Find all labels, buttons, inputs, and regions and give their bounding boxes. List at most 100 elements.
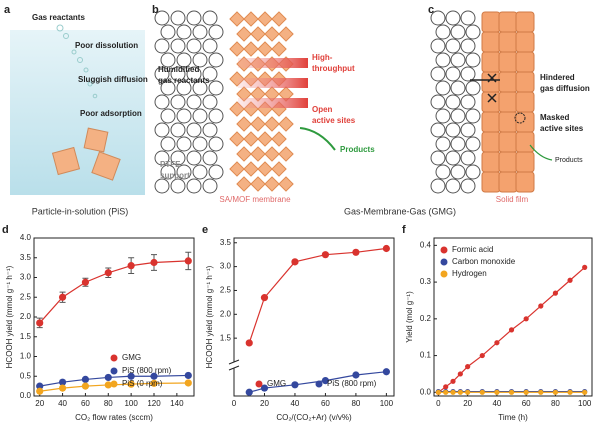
fiber — [160, 108, 176, 124]
axis-break — [230, 362, 238, 368]
mof-crystal — [271, 41, 287, 57]
y-axis-label: Yield (mol g⁻¹) — [405, 291, 414, 343]
marker — [36, 387, 44, 395]
marker — [523, 389, 529, 395]
mof-crystal — [264, 26, 280, 42]
annotation: Solid film — [496, 195, 529, 204]
film-crystal — [481, 131, 501, 153]
fiber — [154, 10, 170, 26]
fiber — [186, 66, 202, 82]
fiber — [435, 164, 451, 180]
blocked-arrow — [470, 73, 500, 103]
fiber — [170, 122, 186, 138]
series-line — [248, 247, 387, 344]
film-crystal — [515, 131, 535, 153]
marker — [494, 389, 500, 395]
fiber — [186, 38, 202, 54]
marker — [127, 262, 135, 270]
marker — [582, 389, 588, 395]
x-tick-label: 40 — [492, 399, 501, 408]
flow-arrow — [238, 98, 308, 108]
fiber — [460, 38, 476, 54]
fiber — [445, 122, 461, 138]
mof-crystal — [243, 41, 259, 57]
fiber — [154, 94, 170, 110]
fiber — [460, 10, 476, 26]
mof-crystal — [243, 131, 259, 147]
fiber — [160, 164, 176, 180]
panel-label: e — [202, 224, 208, 236]
fiber — [465, 108, 481, 124]
fiber — [202, 122, 218, 138]
mof-crystal — [229, 41, 245, 57]
product-arrow — [529, 144, 553, 161]
fiber — [154, 122, 170, 138]
marker — [81, 278, 90, 286]
marker — [127, 372, 135, 380]
fiber — [202, 178, 218, 194]
marker — [104, 269, 112, 277]
fiber — [154, 38, 170, 54]
fiber — [208, 52, 224, 68]
fiber — [445, 38, 461, 54]
legend-marker — [440, 246, 448, 254]
marker — [457, 371, 463, 377]
mof-crystal — [243, 161, 259, 177]
fiber — [170, 66, 186, 82]
legend-marker — [110, 367, 118, 375]
fiber — [208, 108, 224, 124]
fiber — [192, 108, 208, 124]
annotation: Products — [340, 145, 375, 154]
marker — [184, 379, 192, 387]
fiber — [154, 150, 170, 166]
y-tick-label: 2.5 — [20, 292, 32, 301]
flow-arrow — [238, 58, 308, 68]
plot-frame — [233, 237, 395, 397]
y-tick-label: 4.0 — [20, 233, 32, 242]
film-crystal — [481, 71, 501, 93]
film-crystal — [515, 171, 535, 193]
annotation: Hindered — [540, 73, 575, 82]
legend-label: PiS (800 rpm) — [122, 366, 172, 375]
fiber — [154, 66, 170, 82]
fiber — [186, 150, 202, 166]
x-tick-label: 100 — [578, 399, 592, 408]
mof-crystal — [257, 11, 273, 27]
y-tick-label: 1.5 — [20, 332, 32, 341]
film-crystal — [515, 71, 535, 93]
marker — [479, 352, 485, 359]
marker — [508, 327, 515, 333]
film-crystal — [481, 91, 501, 113]
legend-marker — [315, 380, 323, 388]
x-tick-label: 0 — [232, 399, 237, 408]
fiber — [430, 122, 446, 138]
particles — [51, 127, 121, 181]
marker — [382, 368, 390, 376]
marker — [552, 290, 559, 296]
masked-site — [514, 112, 526, 124]
fiber — [160, 52, 176, 68]
legend-label: Carbon monoxide — [452, 257, 516, 266]
marker — [552, 389, 559, 395]
film-crystal — [515, 91, 535, 113]
x-tick-label: 100 — [380, 399, 394, 408]
y-tick-label: 1.0 — [20, 352, 32, 361]
film-crystal — [481, 51, 501, 73]
fiber — [435, 136, 451, 152]
y-axis-label: HCOOH yield (mmol g⁻¹ h⁻¹) — [205, 265, 214, 368]
film-crystal — [515, 151, 535, 173]
legend-marker — [440, 258, 448, 266]
fiber — [170, 150, 186, 166]
mof-crystal — [257, 161, 273, 177]
film-crystal — [498, 131, 518, 153]
marker — [457, 389, 463, 395]
fiber — [450, 80, 466, 96]
fiber — [460, 150, 476, 166]
marker — [184, 257, 192, 265]
fiber — [176, 52, 192, 68]
fiber — [460, 178, 476, 194]
fiber — [465, 164, 481, 180]
mof-crystal — [278, 176, 294, 192]
x-tick-label: 20 — [35, 399, 44, 408]
